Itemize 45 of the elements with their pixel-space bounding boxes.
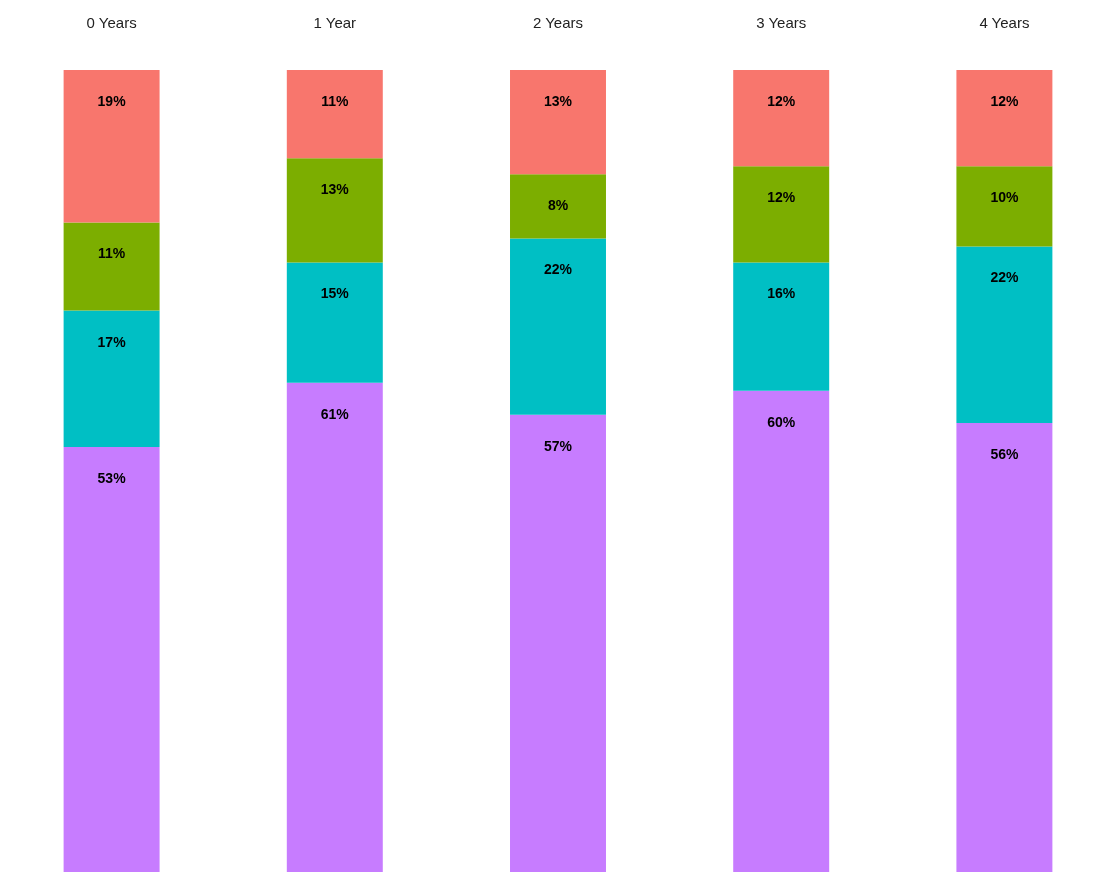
bar	[63, 446, 160, 872]
data-label: 13%	[320, 181, 350, 198]
bar	[956, 70, 1053, 167]
data-label: 17%	[97, 333, 127, 350]
bar	[733, 262, 830, 391]
bar	[63, 222, 160, 311]
data-label: 12%	[767, 189, 796, 206]
x-tick-label: 1 Year	[313, 14, 357, 31]
bar	[286, 158, 383, 263]
bar	[510, 238, 606, 415]
data-label: 11%	[97, 245, 126, 262]
data-label: 56%	[990, 445, 1019, 462]
data-label: 22%	[543, 261, 573, 278]
data-label: 13%	[543, 93, 573, 109]
bar	[510, 174, 606, 239]
bar	[510, 70, 606, 175]
x-tick-label: 4 Years	[979, 14, 1030, 31]
bar	[286, 70, 383, 159]
data-label: 53%	[97, 469, 127, 486]
bar	[286, 262, 383, 383]
x-tick-label: 2 Years	[532, 14, 584, 31]
data-label: 22%	[990, 269, 1019, 286]
data-label: 15%	[320, 285, 350, 302]
data-label: 19%	[97, 93, 127, 109]
data-label: 10%	[990, 189, 1019, 206]
bar	[956, 422, 1053, 872]
data-label: 8%	[547, 197, 569, 214]
bar	[510, 414, 606, 872]
data-label: 61%	[320, 405, 350, 422]
bar	[63, 70, 160, 223]
x-tick-label: 3 Years	[756, 14, 807, 31]
data-label: 60%	[767, 413, 796, 430]
bar	[733, 70, 830, 167]
data-label: 12%	[990, 93, 1019, 109]
data-label: 57%	[543, 437, 573, 454]
data-label: 12%	[767, 93, 796, 109]
data-label: 11%	[321, 93, 349, 109]
bar	[956, 166, 1053, 247]
bar	[956, 246, 1053, 423]
bar	[63, 310, 160, 447]
bar	[733, 166, 830, 263]
data-label: 16%	[767, 285, 796, 302]
x-tick-label: 0 Years	[86, 14, 137, 31]
bar	[733, 390, 830, 872]
bar	[286, 382, 383, 872]
